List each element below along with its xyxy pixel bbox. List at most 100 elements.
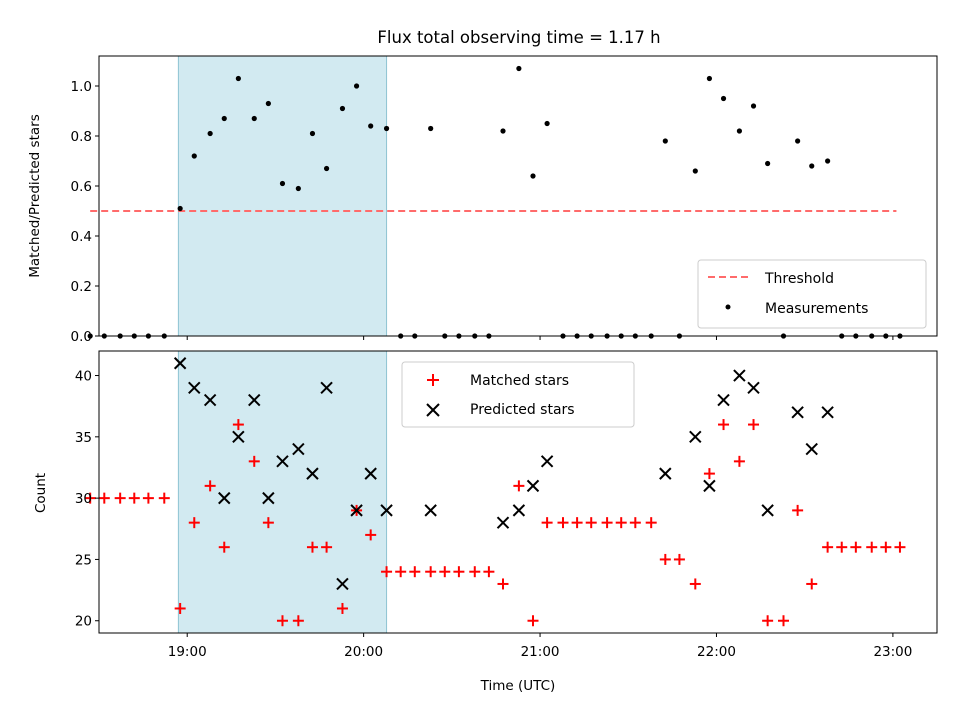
- measurement-point: [662, 138, 668, 144]
- top-legend: Threshold Measurements: [697, 259, 927, 329]
- matched-point: [866, 541, 878, 553]
- matched-point: [615, 517, 627, 529]
- measurement-point: [221, 115, 227, 122]
- predicted-point: [248, 393, 261, 407]
- bottom-xtick-label: 23:00: [873, 644, 912, 660]
- predicted-point: [173, 357, 187, 370]
- matched-point: [174, 602, 186, 614]
- matched-point: [497, 578, 509, 590]
- matched-point: [836, 541, 848, 553]
- matched-point: [718, 419, 730, 431]
- matched-point: [894, 541, 906, 553]
- bottom-legend: Matched stars Predicted stars: [401, 361, 635, 428]
- top-plot-frame: [98, 55, 938, 337]
- top-ytick-label: 0.4: [71, 229, 92, 245]
- measurement-point: [339, 105, 346, 112]
- predicted-point: [659, 467, 672, 480]
- predicted-point: [262, 491, 275, 505]
- predicted-point: [689, 430, 702, 444]
- bottom-ytick-label: 30: [75, 491, 92, 507]
- measurements-legend-swatch: [725, 304, 731, 310]
- top-highlight-span: [177, 55, 388, 337]
- predicted-point: [203, 393, 217, 407]
- matched-point: [114, 492, 126, 504]
- measurement-point: [177, 205, 183, 212]
- measurement-point: [309, 130, 316, 137]
- matched-point: [98, 492, 110, 504]
- bottom-xtick-label: 22:00: [697, 644, 736, 660]
- matched-point: [84, 492, 96, 504]
- matched-point: [557, 517, 569, 529]
- measurement-point: [809, 163, 815, 169]
- measurement-point: [428, 125, 434, 132]
- bottom-ytick-label: 40: [75, 369, 92, 385]
- bottom-highlight-span: [177, 350, 388, 634]
- matched-point: [673, 553, 685, 565]
- predicted-point: [717, 393, 730, 407]
- predicted-point: [292, 442, 305, 456]
- bottom-xtick-label: 20:00: [344, 644, 383, 660]
- matched-point: [571, 517, 583, 529]
- matched-point: [733, 455, 745, 467]
- matched-point: [601, 517, 613, 529]
- predicted-point: [526, 479, 540, 493]
- matched-point: [232, 419, 244, 431]
- predicted-point: [364, 467, 377, 480]
- measurement-point: [750, 103, 757, 109]
- predicted-point: [336, 577, 349, 591]
- threshold-legend-label: Threshold: [764, 271, 834, 287]
- matched-legend-swatch: [427, 374, 439, 386]
- measurements-legend-label: Measurements: [765, 301, 868, 317]
- measurement-point: [279, 180, 286, 187]
- measurement-point: [706, 75, 713, 82]
- matched-point: [158, 492, 170, 504]
- matched-point: [822, 541, 834, 553]
- measurement-point: [235, 75, 241, 82]
- predicted-point: [350, 504, 363, 517]
- top-ytick-label: 1.0: [71, 79, 92, 95]
- predicted-legend-swatch: [426, 403, 440, 417]
- matched-point: [748, 419, 760, 431]
- predicted-point: [496, 516, 510, 529]
- measurement-point: [720, 95, 727, 102]
- predicted-point: [747, 381, 760, 394]
- matched-point: [204, 480, 216, 492]
- predicted-point: [380, 504, 393, 517]
- measurement-point: [500, 128, 506, 134]
- figure-title: Flux total observing time = 1.17 h: [377, 28, 660, 47]
- measurement-point: [516, 65, 522, 72]
- measurement-point: [765, 160, 771, 167]
- matched-point: [792, 504, 804, 516]
- predicted-point: [805, 442, 818, 456]
- predicted-point: [703, 479, 716, 493]
- matched-point: [850, 541, 862, 553]
- matched-point: [469, 566, 481, 578]
- matched-point: [513, 480, 525, 492]
- bottom-xtick-label: 21:00: [521, 644, 560, 660]
- matched-point: [128, 492, 140, 504]
- predicted-point: [320, 381, 333, 394]
- matched-point: [762, 615, 774, 627]
- matched-point: [880, 541, 892, 553]
- top-y-axis-label: Matched/Predicted stars: [27, 114, 43, 277]
- bottom-ytick-label: 25: [75, 552, 92, 568]
- matched-legend-label: Matched stars: [470, 373, 569, 389]
- matched-point: [629, 517, 641, 529]
- top-ytick-label: 0.2: [71, 279, 92, 295]
- predicted-point: [424, 504, 437, 517]
- measurement-point: [544, 120, 550, 127]
- bottom-legend-box: [401, 361, 635, 428]
- measurement-point: [251, 115, 257, 122]
- matched-point: [292, 615, 304, 627]
- bottom-panel: 20 25 30 35 40 19:00 20:00 21:00 22:00 23:00 Cou…: [33, 350, 938, 694]
- matched-point: [659, 553, 671, 565]
- measurement-point: [265, 100, 271, 107]
- measurement-point: [191, 153, 197, 159]
- predicted-point: [276, 455, 289, 468]
- predicted-point: [218, 491, 231, 505]
- predicted-point: [188, 381, 201, 394]
- matched-point: [806, 578, 818, 590]
- matched-point: [248, 455, 260, 467]
- matched-point: [336, 602, 348, 614]
